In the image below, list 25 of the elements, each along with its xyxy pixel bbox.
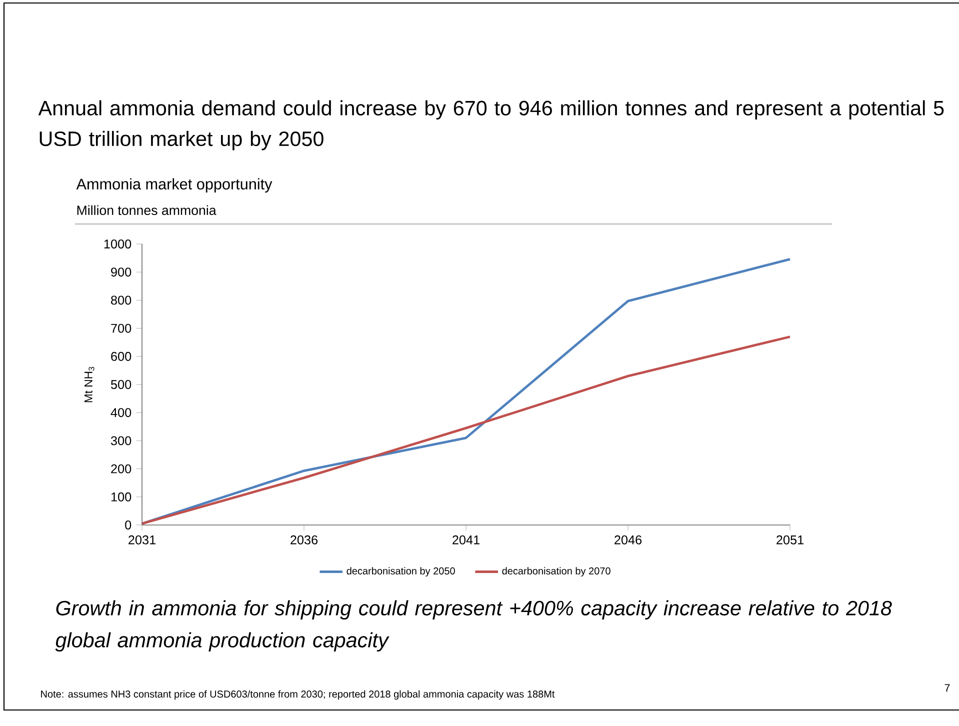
x-tick-label: 2041 [452, 535, 480, 544]
text: Note: assumes NH3 constant price of USD603/tonne from 2030; reported 2018 global ammonia capacity was 188Mt [41, 690, 555, 700]
text: Million tonnes ammonia [77, 205, 216, 216]
y-tick-label: 1000 [104, 240, 132, 248]
y-tick-label: 0 [125, 520, 132, 530]
y-tick-label: 500 [110, 380, 132, 389]
x-tick-label: 2051 [776, 535, 804, 544]
chart-title: Annual ammonia demand could increase by 670 to 946 million tonnes and represent a potential 5 USD trillion market up by 2050 [38, 100, 944, 150]
y-tick-label: 400 [110, 408, 132, 418]
y-axis-title: Mt NH$_{3}$ [84, 366, 94, 402]
y-tick-label: 700 [111, 324, 132, 333]
text: Growth in ammonia for shipping could represent +400% capacity increase relative to 2018 global ammonia production capacity [55, 600, 892, 652]
y-tick-label: 800 [111, 296, 132, 305]
y-tick-label: 200 [111, 464, 132, 474]
text: 7 [944, 684, 950, 692]
x-tick-label: 2036 [290, 535, 318, 544]
legend-label: decarbonisation by 2050 [346, 567, 455, 576]
y-tick-label: 300 [110, 436, 132, 446]
x-tick-label: 2031 [128, 535, 156, 544]
y-tick-label: 900 [111, 268, 132, 277]
y-tick-label: 100 [111, 492, 132, 502]
x-tick-label: 2046 [614, 535, 642, 544]
y-tick-label: 600 [111, 352, 132, 361]
chart-subtitle: Ammonia market opportunity [76, 178, 272, 193]
legend-label: decarbonisation by 2070 [502, 567, 610, 576]
